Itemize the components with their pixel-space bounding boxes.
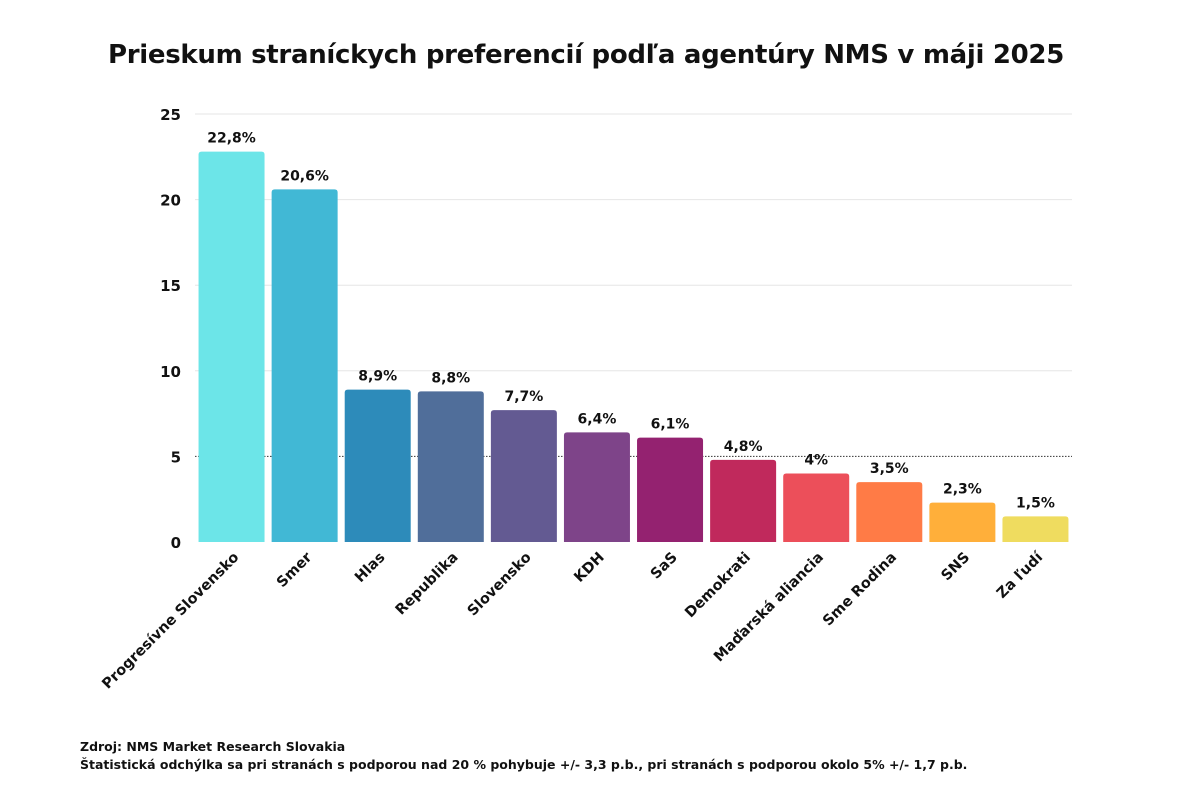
bar: [783, 473, 850, 542]
y-tick-label: 10: [160, 363, 181, 381]
x-tick-label: Demokrati: [682, 550, 754, 622]
y-tick-label: 0: [171, 534, 181, 552]
bar: [1002, 516, 1069, 542]
value-label: 4,8%: [724, 439, 763, 455]
x-tick-label: SaS: [648, 550, 681, 583]
value-label: 6,4%: [578, 411, 617, 427]
bar: [637, 437, 704, 542]
chart-footer: Zdroj: NMS Market Research Slovakia Štat…: [80, 738, 967, 774]
value-label: 3,5%: [870, 461, 909, 477]
bar: [198, 151, 265, 542]
bar: [271, 189, 338, 542]
value-labels: 22,8% 20,6% 8,9% 8,8% 7,7% 6,4% 6,1% 4,8% 4% 3,5%…: [207, 131, 1055, 512]
y-tick-label: 20: [160, 192, 181, 210]
bar: [417, 391, 484, 542]
y-axis-ticks: 0 5 10 15 20 25: [160, 106, 181, 552]
y-tick-label: 15: [160, 277, 181, 295]
x-tick-label: Republika: [393, 550, 462, 619]
bar: [490, 410, 557, 542]
value-label: 8,8%: [431, 370, 470, 386]
x-tick-label: Slovensko: [465, 549, 535, 619]
x-tick-label: Hlas: [352, 550, 388, 586]
bar: [344, 389, 411, 542]
value-label: 4%: [804, 453, 828, 469]
x-tick-label: Sme Rodina: [820, 550, 900, 630]
y-tick-label: 5: [171, 448, 181, 466]
x-tick-label: Progresívne Slovensko: [99, 549, 242, 692]
bars: [198, 151, 1069, 542]
value-label: 6,1%: [651, 417, 690, 433]
margin-of-error-note: Štatistická odchýlka sa pri stranách s p…: [80, 757, 968, 772]
x-tick-label: Za ľudí: [994, 549, 1047, 602]
y-tick-label: 25: [160, 106, 181, 124]
value-label: 22,8%: [207, 131, 256, 147]
chart-title: Prieskum straníckych preferencií podľa a…: [107, 40, 1065, 70]
bar: [929, 502, 996, 542]
bar: [563, 432, 630, 542]
source-note: Zdroj: NMS Market Research Slovakia: [80, 739, 346, 754]
x-tick-label: SNS: [939, 550, 974, 585]
value-label: 8,9%: [358, 369, 397, 385]
x-tick-label: KDH: [571, 550, 607, 586]
gridlines: [195, 113, 1072, 372]
x-axis-labels: Progresívne Slovensko Smer Hlas Republika Sl…: [99, 549, 1047, 693]
bar: [856, 482, 923, 542]
bar: [710, 459, 777, 542]
value-label: 1,5%: [1016, 495, 1055, 511]
x-tick-label: Smer: [274, 549, 316, 591]
value-label: 7,7%: [504, 389, 543, 405]
value-label: 20,6%: [280, 168, 329, 184]
value-label: 2,3%: [943, 482, 982, 498]
